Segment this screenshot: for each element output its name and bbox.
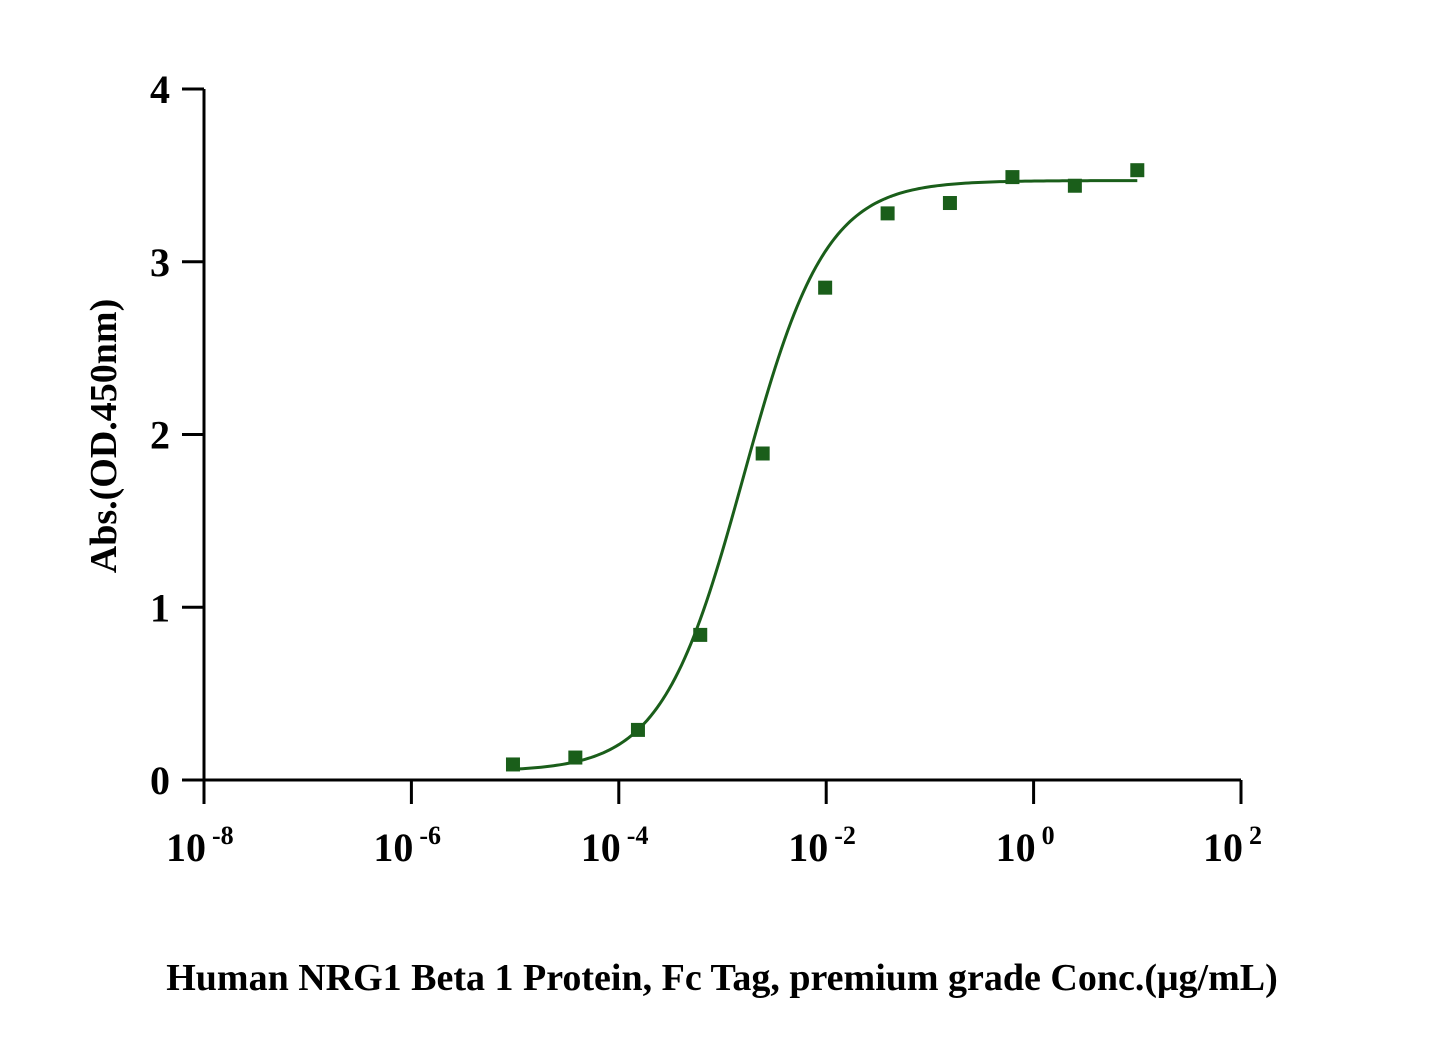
x-tick-label: 10 2 [1203,821,1262,870]
x-tick-label: 10 -8 [166,821,234,870]
x-tick-label: 10 -6 [373,821,441,870]
fit-curve [512,179,1138,771]
y-tick-label: 2 [150,413,170,458]
data-point [630,722,645,737]
y-tick-label: 4 [150,67,170,112]
x-tick-label: 10 -2 [788,821,856,870]
data-point [942,196,957,211]
axes [202,89,1241,782]
fit-layer [512,179,1138,771]
data-point [505,757,520,772]
y-tick-label: 0 [150,758,170,803]
data-point [818,280,833,295]
data-point [755,446,770,461]
x-tick-label: 10 -4 [581,821,649,870]
data-point [1130,163,1145,178]
y-tick-label: 1 [150,585,170,630]
points-layer [505,163,1145,772]
data-point [1005,170,1020,185]
data-point [880,206,895,221]
x-axis-title: Human NRG1 Beta 1 Protein, Fc Tag, premi… [166,957,1278,999]
data-point [1067,178,1082,193]
y-tick-label: 3 [150,240,170,285]
x-tick-label: 10 0 [996,821,1055,870]
data-point [693,627,708,642]
data-point [568,750,583,765]
ticks-layer: 0 1 2 3 4 10 -8 10 -6 10 -4 10 -2 10 0 10 2 [150,67,1262,870]
y-axis-title: Abs.(OD.450nm) [83,299,125,573]
